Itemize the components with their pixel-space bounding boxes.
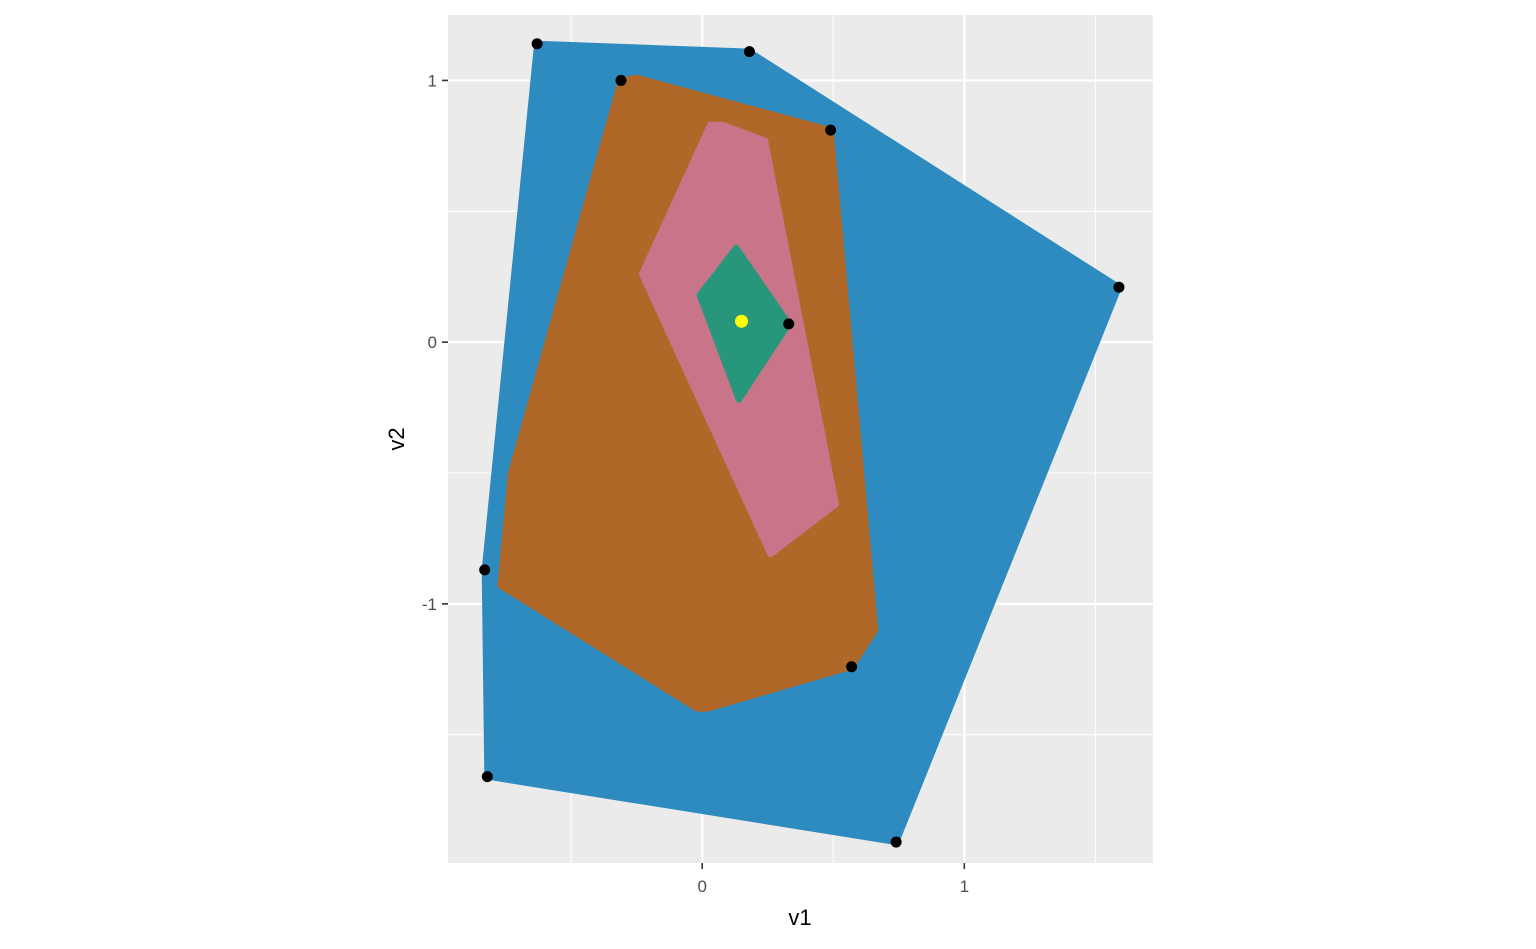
x-tick-label-0: 0 [697, 877, 706, 896]
data-point-3 [825, 124, 837, 136]
y-tick-label-0: -1 [422, 595, 437, 614]
data-point-6 [479, 564, 491, 576]
data-point-7 [846, 661, 858, 673]
data-point-0 [531, 38, 543, 50]
center-point [735, 314, 749, 328]
points [479, 38, 1125, 848]
axes: 0 1 -1 0 1 [422, 71, 969, 896]
data-point-9 [890, 836, 902, 848]
data-point-1 [743, 46, 755, 58]
y-tick-label-1: 0 [428, 333, 437, 352]
data-point-5 [783, 318, 795, 330]
y-tick-label-2: 1 [428, 71, 437, 90]
data-point-8 [481, 771, 493, 783]
x-axis-title: v1 [788, 905, 811, 930]
data-point-4 [1113, 281, 1125, 293]
x-tick-label-1: 1 [960, 877, 969, 896]
y-axis-title: v2 [384, 427, 409, 450]
data-point-2 [615, 74, 627, 86]
